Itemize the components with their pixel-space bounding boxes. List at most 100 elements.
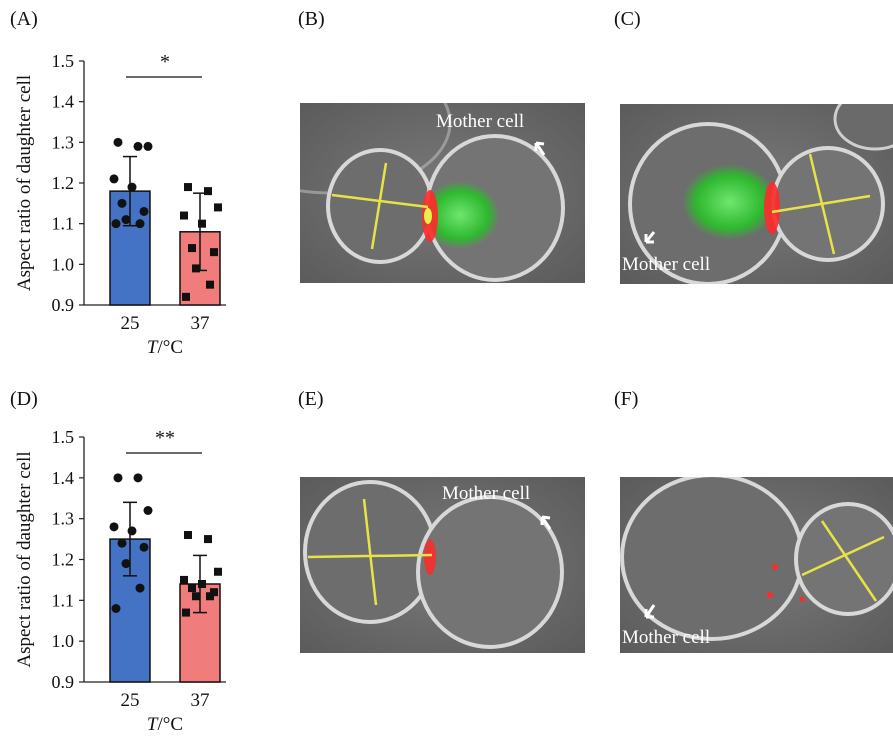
arrow-icon [540,515,552,530]
gfp-signal [420,181,500,249]
data-point [121,215,131,225]
data-point [188,244,196,253]
y-tick-label: 1.3 [52,509,75,529]
mother-cell-label: Mother cell [442,483,530,504]
red-spot [772,564,778,570]
y-tick-label: 1.1 [52,214,75,234]
x-tick-label: 25 [121,690,140,711]
panel-label-c: (C) [614,8,641,30]
x-tick-label: 37 [191,313,210,334]
x-tick-label: 25 [121,313,140,334]
data-point [184,531,192,539]
micrograph-f: Mother cell [620,477,893,653]
data-point [135,583,145,593]
data-point [214,567,222,576]
data-point [127,182,137,192]
arrow-icon [534,141,546,156]
mother-cell-label: Mother cell [622,254,710,275]
y-tick-label: 1.0 [52,254,75,274]
arrow-icon [644,231,656,244]
y-tick-label: 1.3 [52,132,75,152]
micrograph-b: Mother cell [300,103,585,283]
data-point [192,264,200,273]
panel-label-d: (D) [10,388,38,410]
data-point [117,538,127,548]
y-axis-label: Aspect ratio of daughter cell [14,451,35,667]
data-point [180,211,188,220]
y-tick-label: 1.4 [52,92,75,112]
data-point [117,198,127,208]
data-point [127,526,137,536]
data-point [210,588,218,597]
data-point [206,280,214,289]
data-point [198,580,206,588]
data-point [111,219,121,229]
data-point [182,292,190,301]
data-point [192,592,200,601]
data-point [133,473,143,483]
data-point [109,522,119,532]
measure-line-long [801,535,885,577]
data-point [139,206,149,216]
data-point [204,535,212,544]
data-point [188,584,196,593]
red-spot [767,592,773,598]
micrograph-b-image: Mother cell [300,103,585,283]
data-point [210,248,218,257]
bar-chart-a: 0.9 1.0 1.1 1.2 1.3 1.4 1.5 Aspect ratio of dau… [14,51,226,358]
y-tick-label: 1.2 [52,550,75,570]
data-point [113,137,123,147]
red-spot [799,596,805,602]
y-tick-label: 1.0 [52,631,75,651]
data-point [135,219,145,229]
bar-chart-d: 0.9 1.0 1.1 1.2 1.3 1.4 1.5 Aspect ratio of dau… [14,427,226,735]
significance-label: ** [155,427,175,449]
y-tick-label: 1.1 [52,590,75,610]
y-axis-label: Aspect ratio of daughter cell [14,75,35,291]
panel-label-b: (B) [298,8,325,30]
micrograph-f-image: Mother cell [620,477,893,653]
y-tick-label: 1.4 [52,468,75,488]
measure-line-short [362,498,378,606]
arrow-icon [644,604,656,619]
y-tick-label: 1.5 [52,51,75,71]
data-point [182,608,190,617]
x-axis-label: T/°C [147,714,183,735]
data-point [121,559,131,569]
micrograph-c: Mother cell [620,104,893,284]
mother-cell [416,495,564,649]
panel-label-f: (F) [614,388,639,410]
significance-label: * [160,51,170,73]
data-point [143,506,153,515]
data-point [206,592,214,601]
daughter-cell [794,502,893,616]
micrograph-c-image: Mother cell [620,104,893,284]
x-axis-label: T/°C [147,337,183,358]
data-point [111,604,121,613]
y-tick-label: 0.9 [52,672,75,692]
data-point [204,187,212,196]
data-point [133,141,143,151]
measure-line-short [370,162,388,250]
micrograph-e: Mother cell [300,477,585,653]
mother-cell-label: Mother cell [622,627,710,648]
y-tick-label: 0.9 [52,295,75,315]
data-point [214,203,222,212]
bud-neck-signal [764,182,780,234]
data-point [180,575,188,584]
data-point [198,219,206,228]
y-tick-label: 1.5 [52,427,75,447]
data-point [143,141,153,151]
micrograph-e-image: Mother cell [300,477,585,653]
measure-line-short [820,520,878,602]
data-point [109,174,119,184]
panel-label-e: (E) [298,388,324,410]
measure-line-short [808,153,836,255]
gfp-signal [682,164,778,240]
panel-label-a: (A) [10,8,38,30]
bud-neck-signal [424,539,436,575]
y-tick-label: 1.2 [52,173,75,193]
data-point [184,183,192,192]
x-tick-label: 37 [191,690,210,711]
data-point [139,542,149,552]
